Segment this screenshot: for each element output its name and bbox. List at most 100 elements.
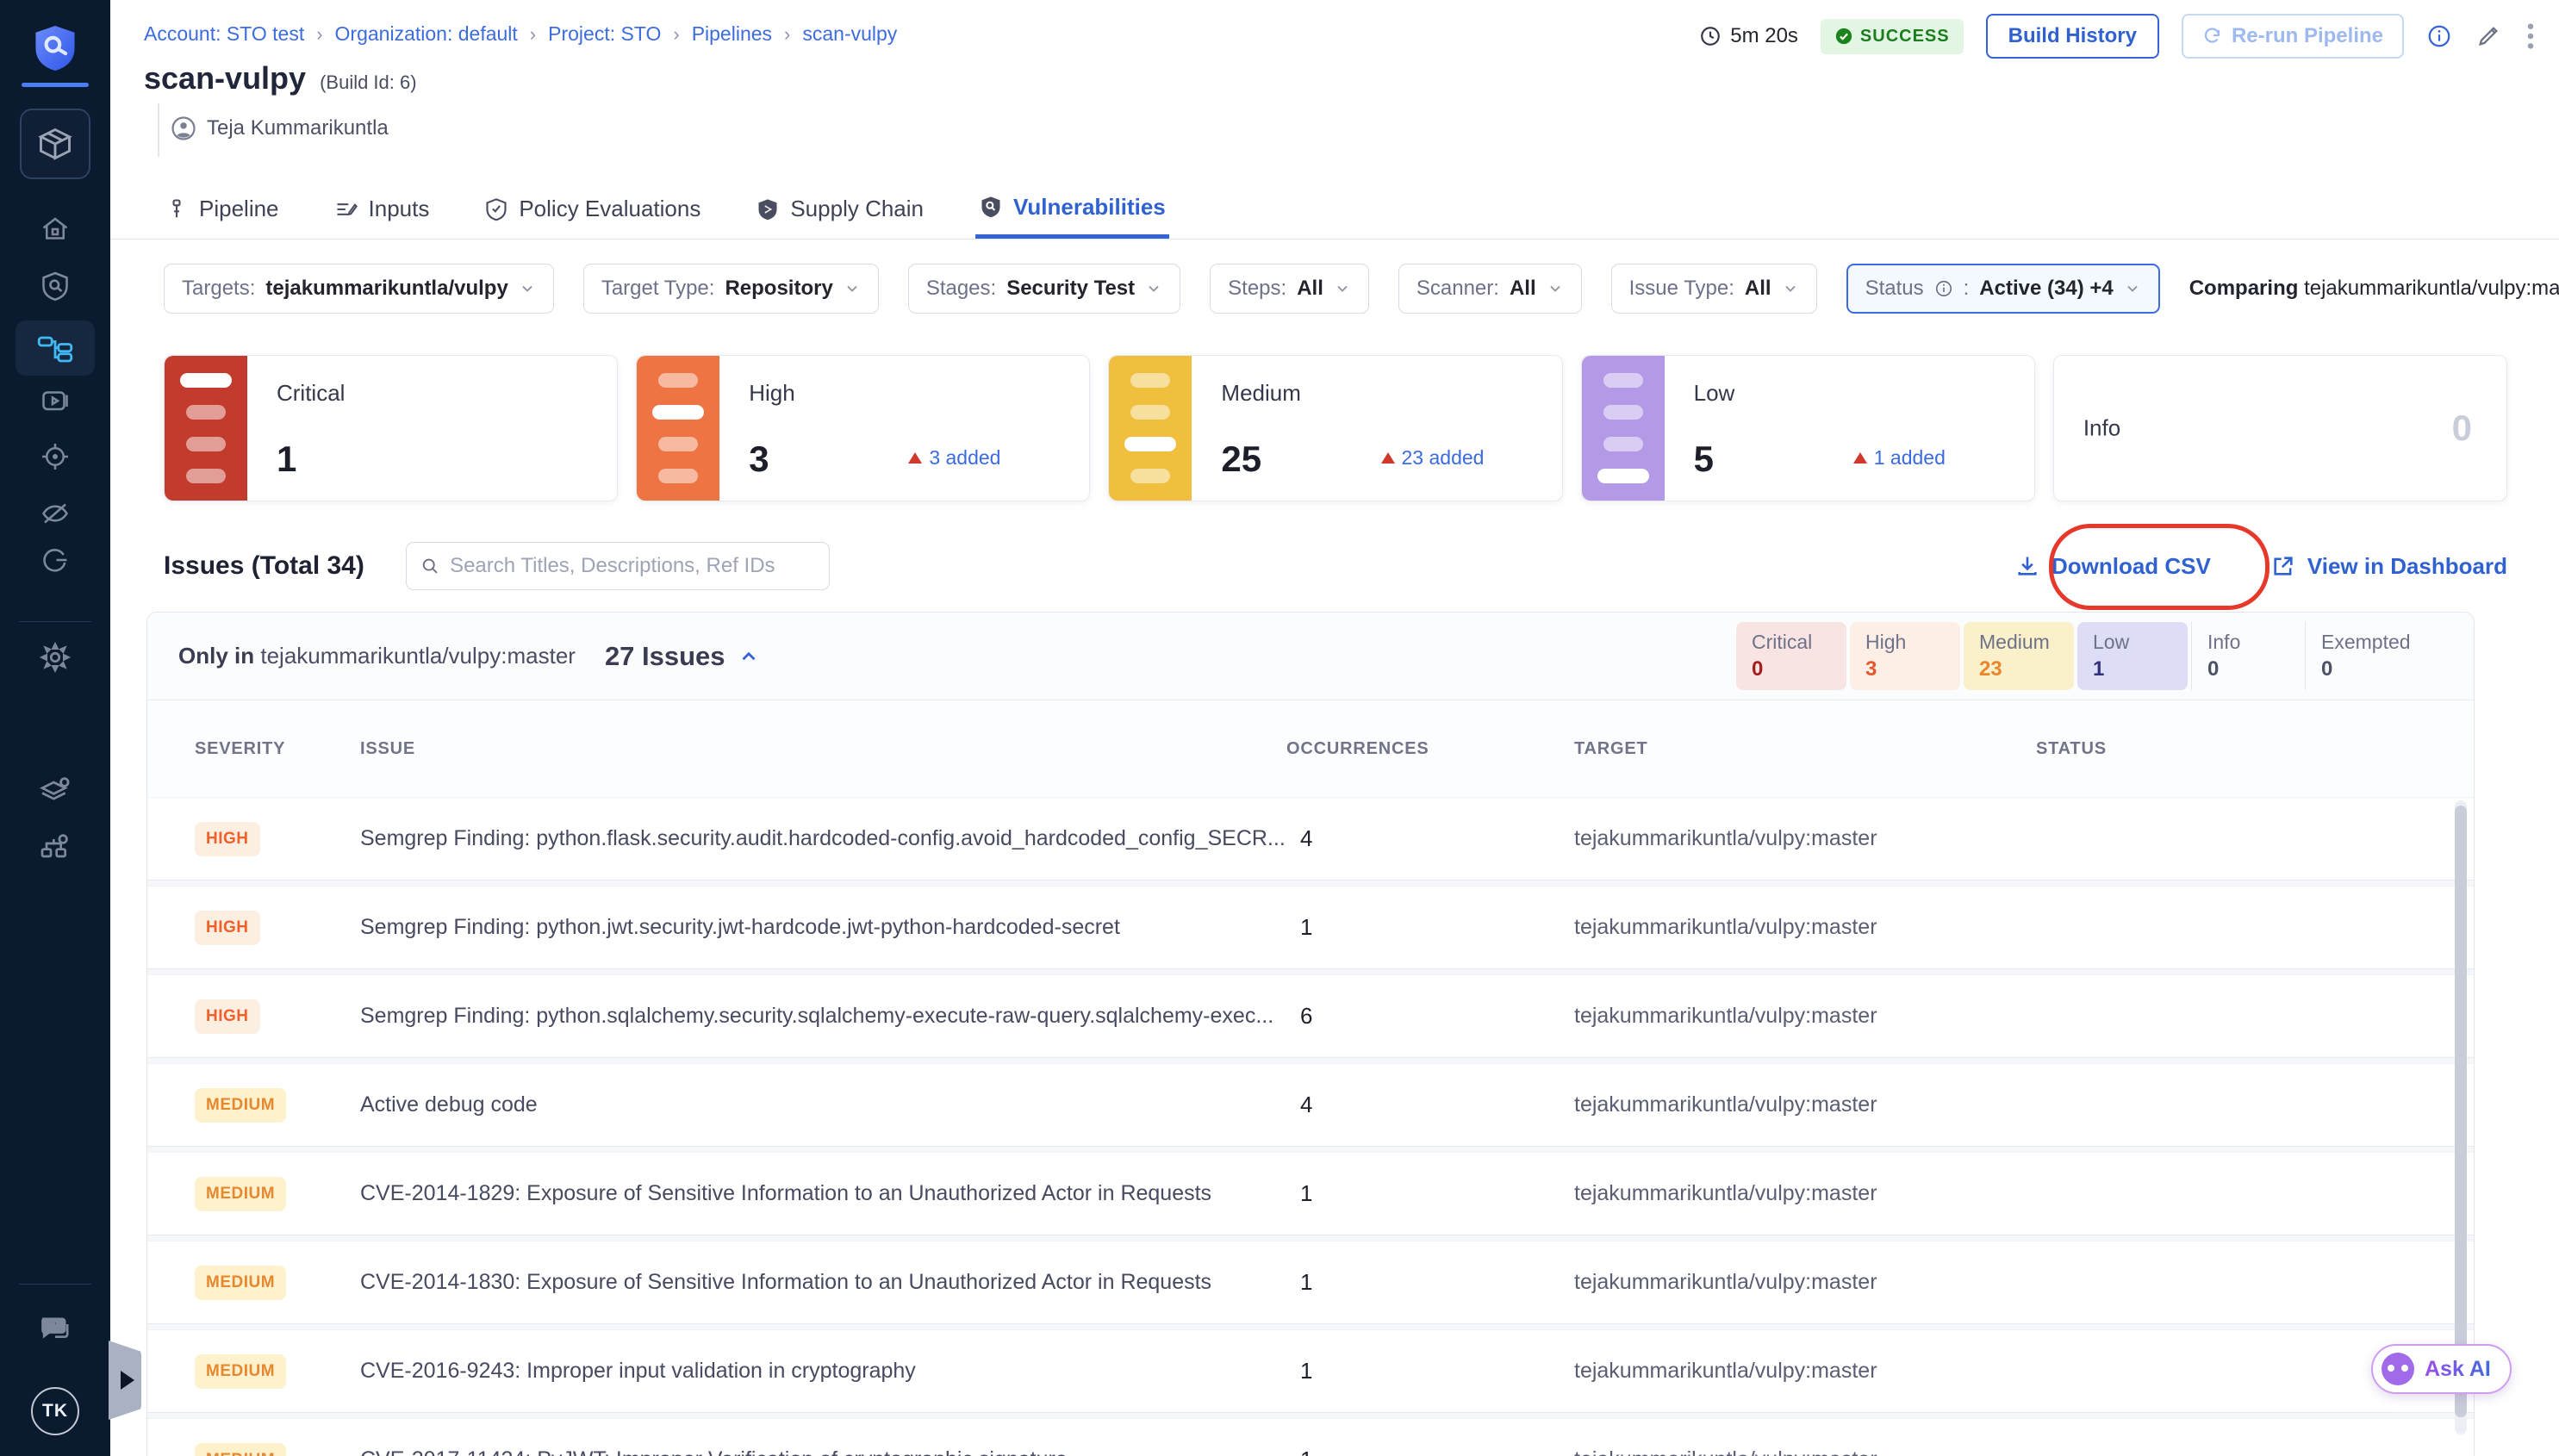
table-row[interactable]: MEDIUM CVE-2014-1829: Exposure of Sensit…	[147, 1152, 2474, 1235]
filter-issue-type[interactable]: Issue Type: All	[1611, 264, 1817, 314]
issue-title[interactable]: Active debug code	[360, 1092, 1286, 1117]
scans-shield-search-icon[interactable]	[0, 271, 110, 302]
filter-value: All	[1510, 277, 1536, 301]
low-card[interactable]: Low 5 1 added	[1581, 355, 2035, 501]
breadcrumb-organization[interactable]: Organization: default	[335, 22, 518, 46]
baselines-power-icon[interactable]	[0, 544, 110, 576]
table-row[interactable]: MEDIUM Active debug code 4 tejakummariku…	[147, 1063, 2474, 1147]
more-options-kebab-icon[interactable]	[2525, 22, 2537, 51]
person-icon	[171, 115, 196, 141]
filter-targets[interactable]: Targets: tejakummarikuntla/vulpy	[164, 264, 554, 314]
author-row: Teja Kummarikuntla	[171, 115, 389, 141]
group-count-label: 27 Issues	[605, 641, 725, 672]
issue-title[interactable]: CVE-2014-1830: Exposure of Sensitive Inf…	[360, 1270, 1286, 1295]
tab-policy-evaluations[interactable]: Policy Evaluations	[481, 179, 704, 239]
issue-title[interactable]: CVE-2014-1829: Exposure of Sensitive Inf…	[360, 1181, 1286, 1206]
filter-value: All	[1297, 277, 1323, 301]
issue-title[interactable]: Semgrep Finding: python.jwt.security.jwt…	[360, 915, 1286, 940]
tab-label: Policy Evaluations	[519, 196, 700, 222]
layers-settings-icon[interactable]	[0, 774, 110, 808]
filter-scanner[interactable]: Scanner: All	[1398, 264, 1582, 314]
ask-ai-button[interactable]: Ask AI	[2371, 1344, 2512, 1394]
main-content: Account: STO test › Organization: defaul…	[110, 0, 2559, 1456]
home-icon[interactable]	[0, 214, 110, 245]
table-row[interactable]: HIGH Semgrep Finding: python.jwt.securit…	[147, 886, 2474, 969]
severity-badge: HIGH	[195, 999, 260, 1034]
info-icon[interactable]	[2426, 23, 2452, 49]
table-row[interactable]: MEDIUM CVE-2014-1830: Exposure of Sensit…	[147, 1241, 2474, 1324]
card-label: Info	[2083, 415, 2120, 442]
target-value: tejakummarikuntla/vulpy:master	[1574, 915, 2036, 940]
table-row[interactable]: HIGH Semgrep Finding: python.flask.secur…	[147, 797, 2474, 880]
chip-value: 3	[1865, 657, 1945, 681]
table-row[interactable]: HIGH Semgrep Finding: python.sqlalchemy.…	[147, 974, 2474, 1058]
medium-card[interactable]: Medium 25 23 added	[1108, 355, 1562, 501]
occurrences-value: 1	[1286, 1180, 1574, 1207]
search-input[interactable]	[450, 554, 815, 578]
sidebar-divider	[19, 1284, 91, 1285]
exemptions-eye-off-icon[interactable]	[0, 498, 110, 529]
filter-target-type[interactable]: Target Type: Repository	[583, 264, 879, 314]
added-indicator: 23 added	[1381, 446, 1485, 470]
card-label: High	[749, 380, 794, 407]
target-value: tejakummarikuntla/vulpy:master	[1574, 1092, 2036, 1117]
critical-card[interactable]: Critical 1	[164, 355, 618, 501]
tab-inputs[interactable]: Inputs	[331, 179, 433, 239]
target-value: tejakummarikuntla/vulpy:master	[1574, 1004, 2036, 1029]
issues-search[interactable]	[406, 542, 830, 590]
breadcrumb-project[interactable]: Project: STO	[548, 22, 661, 46]
occurrences-value: 4	[1286, 1092, 1574, 1118]
filter-status[interactable]: Status : Active (34) +4	[1846, 264, 2160, 314]
filter-value: All	[1745, 277, 1771, 301]
pipelines-icon-active[interactable]	[16, 320, 95, 376]
chip-label: Critical	[1752, 631, 1831, 654]
chip-value: 0	[2321, 657, 2427, 681]
view-in-dashboard-button[interactable]: View in Dashboard	[2271, 553, 2507, 580]
breadcrumb-current[interactable]: scan-vulpy	[802, 22, 897, 46]
col-status: STATUS	[2036, 739, 2474, 759]
chip-low: Low 1	[2077, 622, 2188, 690]
card-count: 5	[1694, 439, 1714, 480]
edit-pencil-icon[interactable]	[2475, 22, 2502, 50]
settings-gear-icon[interactable]	[0, 641, 110, 674]
tab-vulnerabilities[interactable]: Vulnerabilities	[975, 179, 1169, 239]
module-selector-cube-icon[interactable]	[20, 109, 90, 179]
breadcrumb-pipelines[interactable]: Pipelines	[692, 22, 772, 46]
help-chat-icon[interactable]: ?	[0, 1311, 110, 1346]
scrollbar-thumb[interactable]	[2455, 806, 2467, 1417]
added-indicator: 3 added	[908, 446, 1000, 470]
build-id: (Build Id: 6)	[320, 72, 417, 94]
col-target: TARGET	[1574, 739, 2036, 759]
issue-title[interactable]: CVE-2017-11424: PyJWT: Improper Verifica…	[360, 1447, 1286, 1456]
tab-pipeline[interactable]: Pipeline	[161, 179, 283, 239]
download-csv-button[interactable]: Download CSV	[2015, 553, 2211, 580]
table-row[interactable]: MEDIUM CVE-2016-9243: Improper input val…	[147, 1329, 2474, 1413]
filter-stages[interactable]: Stages: Security Test	[908, 264, 1180, 314]
default-settings-network-icon[interactable]	[0, 831, 110, 865]
high-card[interactable]: High 3 3 added	[636, 355, 1090, 501]
supply-chain-shield-icon	[756, 197, 780, 221]
severity-badge: MEDIUM	[195, 1266, 286, 1300]
tab-supply-chain[interactable]: Supply Chain	[752, 179, 927, 239]
build-history-button[interactable]: Build History	[1986, 14, 2159, 59]
sidebar-expand-handle[interactable]	[109, 1341, 141, 1420]
comparing-target: tejakummarikuntla/vulpy:master	[2304, 277, 2559, 300]
issue-title[interactable]: Semgrep Finding: python.sqlalchemy.secur…	[360, 1004, 1286, 1029]
table-row-partial[interactable]: MEDIUM CVE-2017-11424: PyJWT: Improper V…	[147, 1418, 2474, 1456]
chip-info: Info 0	[2191, 622, 2301, 690]
user-avatar[interactable]: TK	[31, 1387, 79, 1435]
issue-group-header[interactable]: Only in tejakummarikuntla/vulpy:master 2…	[147, 613, 2474, 700]
executions-play-icon[interactable]	[0, 386, 110, 417]
targets-crosshair-icon[interactable]	[0, 441, 110, 472]
filter-steps[interactable]: Steps: All	[1210, 264, 1369, 314]
info-card[interactable]: Info 0	[2053, 355, 2507, 501]
duration-text: 5m 20s	[1730, 24, 1798, 48]
issue-title[interactable]: Semgrep Finding: python.flask.security.a…	[360, 826, 1286, 851]
severity-badge: MEDIUM	[195, 1354, 286, 1389]
issue-title[interactable]: CVE-2016-9243: Improper input validation…	[360, 1359, 1286, 1384]
external-link-icon	[2271, 554, 2295, 578]
rerun-pipeline-button[interactable]: Re-run Pipeline	[2182, 14, 2404, 59]
breadcrumb-account[interactable]: Account: STO test	[144, 22, 304, 46]
chevron-up-icon[interactable]	[738, 645, 760, 668]
sto-shield-logo[interactable]	[33, 24, 78, 77]
